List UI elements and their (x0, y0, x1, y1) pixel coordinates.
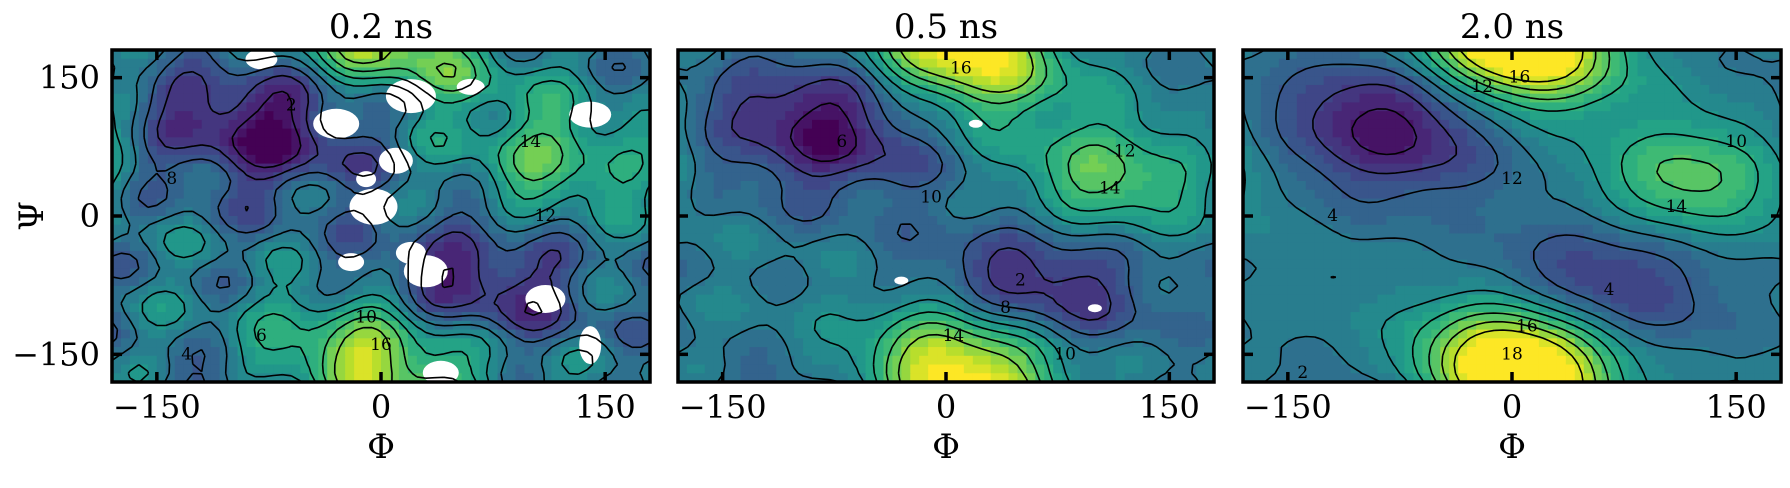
contour-level-12 (1411, 50, 1759, 382)
contour-level-2 (231, 90, 543, 316)
contour-level-8 (1243, 50, 1781, 382)
x-tick-label: −150 (1244, 388, 1332, 426)
panel-1: 2 4 6 8 12 14 10 16 −150 0 150 −150 0 150 0.2 ns Φ Ψ (12, 7, 652, 467)
unsampled-region (525, 285, 566, 313)
contour-label: 2 (1015, 271, 1026, 291)
contour-label: 2 (1297, 363, 1308, 383)
energy-surface (1243, 50, 1781, 382)
unsampled-region (894, 276, 909, 285)
contour-lines: 16 14 12 10 6 28 14 10 (678, 50, 1214, 382)
contour-label: 4 (1327, 206, 1338, 226)
contour-level-12 (872, 50, 1187, 382)
contour-level-2 (789, 102, 857, 163)
contour-label: 6 (836, 132, 847, 152)
x-tick-label: 0 (1502, 388, 1522, 426)
panel-title: 0.5 ns (894, 7, 998, 47)
contour-label: 10 (1054, 344, 1076, 364)
x-tick-label: 150 (1706, 388, 1767, 426)
unsampled-region (349, 188, 398, 225)
contour-level-8 (112, 50, 650, 382)
y-tick-label: 0 (80, 197, 100, 235)
contour-label: 16 (950, 58, 972, 78)
unsampled-region (385, 79, 436, 114)
panel-3: 16 12 10 14 12 4 4 16 18 2 −150 0 150 2.0 ns Φ (1241, 7, 1783, 467)
contour-label: 2 (286, 95, 297, 115)
y-tick-label: 150 (39, 59, 100, 97)
panel-title: 2.0 ns (1460, 7, 1564, 47)
x-axis-label: Φ (367, 427, 395, 467)
contour-label: 18 (1501, 344, 1523, 364)
contour-label: 14 (943, 326, 965, 346)
contour-label: 12 (1501, 169, 1523, 189)
y-axis-label: Ψ (12, 201, 52, 231)
contour-level-14 (885, 50, 1126, 382)
contour-level-2 (1351, 108, 1418, 156)
contour-level-14 (1428, 50, 1723, 382)
contour-level-6 (1275, 63, 1695, 326)
unsampled-region (579, 326, 602, 365)
contour-level-6 (704, 55, 1137, 336)
contour-level-4 (156, 70, 562, 332)
contour-label: 16 (370, 335, 392, 355)
contour-label: 8 (1000, 298, 1011, 318)
x-tick-label: 0 (371, 388, 391, 426)
x-axis-label: Φ (932, 427, 960, 467)
unsampled-region (422, 360, 459, 382)
x-axis-label: Φ (1498, 427, 1526, 467)
panel-title: 0.2 ns (329, 7, 433, 47)
unsampled-region (456, 78, 485, 95)
contour-label: 10 (920, 188, 942, 208)
panel-2: 16 14 12 10 6 28 14 10 −150 0 150 0.5 ns Φ (676, 7, 1216, 467)
contour-level-10 (1243, 50, 1781, 382)
contour-label: 6 (256, 326, 267, 346)
contour-label: 16 (1516, 317, 1538, 337)
contour-label: 14 (1666, 197, 1688, 217)
contour-label: 8 (166, 169, 177, 189)
unsampled-region (968, 119, 983, 128)
contour-label: 12 (1114, 141, 1136, 161)
unsampled-region (403, 255, 448, 288)
contour-level-4 (1312, 83, 1457, 175)
contour-level-4 (731, 78, 1112, 321)
unsampled-region (1087, 304, 1102, 313)
contour-label: 12 (535, 206, 557, 226)
x-tick-label: −150 (679, 388, 767, 426)
contour-label: 14 (1099, 178, 1121, 198)
x-tick-label: 0 (936, 388, 956, 426)
contour-label: 10 (355, 307, 377, 327)
contour-label: 4 (1604, 280, 1615, 300)
x-tick-label: 150 (575, 388, 636, 426)
x-tick-label: −150 (113, 388, 201, 426)
contour-lines: 2 4 6 8 12 14 10 16 (112, 50, 650, 382)
contour-level-18 (1453, 50, 1584, 382)
unsampled-region (313, 108, 360, 139)
contour-label: 10 (1725, 132, 1747, 152)
contour-lines: 16 12 10 14 12 4 4 16 18 2 (1243, 50, 1781, 383)
contour-label: 16 (1509, 68, 1531, 88)
unsampled-region (378, 147, 413, 174)
contour-label: 4 (181, 344, 192, 364)
x-tick-label: 150 (1139, 388, 1200, 426)
contour-label: 12 (1471, 77, 1493, 97)
y-tick-label: −150 (12, 335, 100, 373)
contour-level-8 (678, 50, 1214, 382)
contour-label: 14 (520, 132, 542, 152)
